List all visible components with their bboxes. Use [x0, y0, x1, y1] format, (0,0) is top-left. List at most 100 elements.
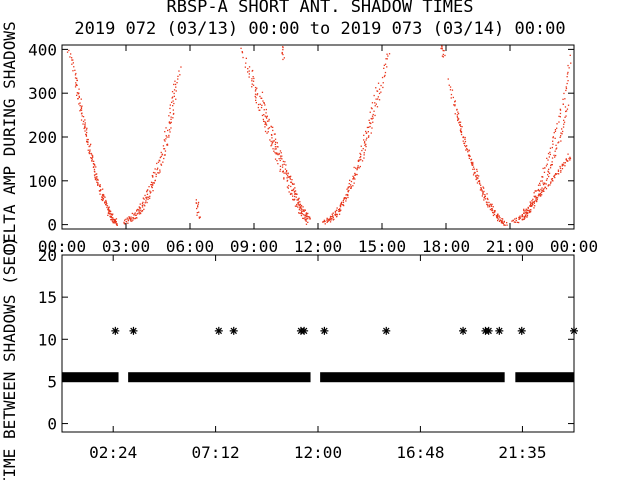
- shadow-amp-point: [326, 221, 328, 223]
- shadow-amp-point: [560, 132, 562, 134]
- shadow-amp-point: [146, 201, 148, 204]
- shadow-amp-point: [375, 87, 377, 89]
- shadow-amp-point: [78, 88, 80, 90]
- shadow-amp-point: [566, 82, 568, 85]
- shadow-amp-point: [502, 222, 504, 224]
- shadow-amp-point: [501, 222, 504, 224]
- shadow-amp-point: [554, 176, 556, 179]
- shadow-amp-point: [100, 189, 102, 191]
- shadow-amp-point: [271, 142, 273, 144]
- shadow-amp-point: [160, 163, 162, 165]
- shadow-amp-point: [444, 54, 446, 57]
- shadow-amp-point: [270, 140, 272, 143]
- shadow-amp-point: [141, 204, 143, 207]
- shadow-amp-point: [554, 174, 556, 176]
- shadow-amp-point: [549, 167, 552, 169]
- shadow-amp-point: [292, 195, 294, 197]
- shadow-amp-point: [562, 164, 564, 166]
- shadow-amp-point: [75, 72, 77, 75]
- shadow-amp-point: [159, 156, 161, 159]
- shadow-amp-point: [549, 153, 551, 156]
- shadow-amp-point: [373, 94, 375, 97]
- shadow-amp-point: [543, 171, 546, 173]
- shadow-amp-point: [460, 133, 463, 136]
- shadow-amp-point: [486, 203, 488, 206]
- shadow-amp-point: [454, 105, 456, 107]
- shadow-amp-point: [466, 145, 468, 147]
- shadow-amp-point: [527, 209, 529, 212]
- shadow-amp-point: [501, 220, 503, 222]
- shadow-amp-point: [514, 218, 516, 220]
- shadow-amp-point: [97, 179, 99, 181]
- shadow-amp-point: [125, 218, 127, 220]
- shadow-amp-point: [265, 123, 267, 125]
- shadow-amp-point: [554, 129, 557, 131]
- shadow-amp-point: [252, 84, 255, 86]
- shadow-amp-point: [460, 125, 462, 127]
- shadow-amp-point: [102, 188, 104, 190]
- shadow-amp-point: [143, 204, 145, 206]
- shadow-amp-point: [449, 89, 452, 91]
- shadow-amp-point: [272, 126, 274, 128]
- shadow-amp-point: [264, 126, 266, 128]
- shadow-amp-point: [92, 155, 94, 157]
- shadow-amp-point: [158, 172, 160, 174]
- shadow-amp-point: [562, 130, 564, 133]
- shadow-amp-point: [494, 210, 496, 212]
- shadow-amp-point: [382, 82, 384, 84]
- shadow-amp-point: [142, 201, 144, 203]
- shadow-amp-point: [365, 145, 367, 148]
- shadow-amp-point: [555, 173, 557, 175]
- shadow-amp-point: [270, 145, 272, 147]
- shadow-amp-point: [487, 198, 489, 201]
- shadow-gap-marker: [214, 326, 223, 335]
- shadow-amp-point: [79, 102, 81, 104]
- shadow-amp-point: [254, 93, 257, 95]
- shadow-amp-point: [103, 194, 105, 196]
- shadow-amp-point: [352, 175, 354, 177]
- shadow-amp-point: [283, 57, 285, 59]
- shadow-amp-point: [377, 98, 379, 100]
- shadow-amp-point: [378, 99, 381, 101]
- shadow-amp-point: [489, 208, 492, 211]
- chart-title-line1: RBSP-A SHORT ANT. SHADOW TIMES: [166, 0, 473, 17]
- shadow-amp-point: [281, 164, 284, 166]
- shadow-amp-point: [480, 188, 482, 190]
- shadow-amp-point: [303, 217, 305, 220]
- shadow-amp-point: [112, 218, 115, 220]
- shadow-amp-point: [283, 178, 285, 180]
- shadow-amp-point: [277, 154, 279, 156]
- shadow-amp-point: [376, 106, 379, 108]
- shadow-amp-point: [542, 190, 544, 192]
- shadow-amp-point: [518, 221, 520, 224]
- shadow-amp-point: [533, 201, 535, 203]
- shadow-amp-point: [519, 217, 522, 219]
- shadow-amp-point: [382, 86, 384, 89]
- shadow-amp-point: [543, 190, 545, 192]
- shadow-amp-point: [106, 206, 108, 209]
- shadow-amp-point: [460, 130, 463, 133]
- shadow-amp-point: [566, 160, 568, 162]
- shadow-amp-point: [197, 203, 199, 205]
- shadow-amp-point: [499, 219, 501, 221]
- shadow-amp-point: [75, 82, 77, 84]
- shadow-amp-point: [441, 46, 443, 48]
- shadow-amp-point: [335, 209, 338, 211]
- shadow-amp-point: [478, 180, 481, 183]
- shadow-amp-point: [101, 196, 103, 198]
- shadow-gap-marker: [517, 326, 526, 335]
- shadow-amp-point: [358, 159, 360, 161]
- shadow-amp-point: [130, 218, 132, 220]
- shadow-amp-point: [141, 210, 143, 213]
- shadow-amp-point: [278, 158, 280, 160]
- shadow-amp-point: [496, 213, 499, 215]
- shadow-amp-point: [466, 148, 468, 150]
- shadow-amp-point: [89, 150, 91, 152]
- shadow-amp-point: [560, 169, 562, 172]
- top-panel-ticks: 0 100 200 300 400 00:00 03:00 06:00 09:00 12:00 15…: [28, 40, 598, 256]
- shadow-amp-point: [297, 202, 299, 204]
- shadow-amp-point: [563, 92, 565, 95]
- shadow-amp-point: [272, 140, 274, 142]
- shadow-amp-point: [275, 153, 277, 155]
- shadow-amp-point: [111, 214, 113, 216]
